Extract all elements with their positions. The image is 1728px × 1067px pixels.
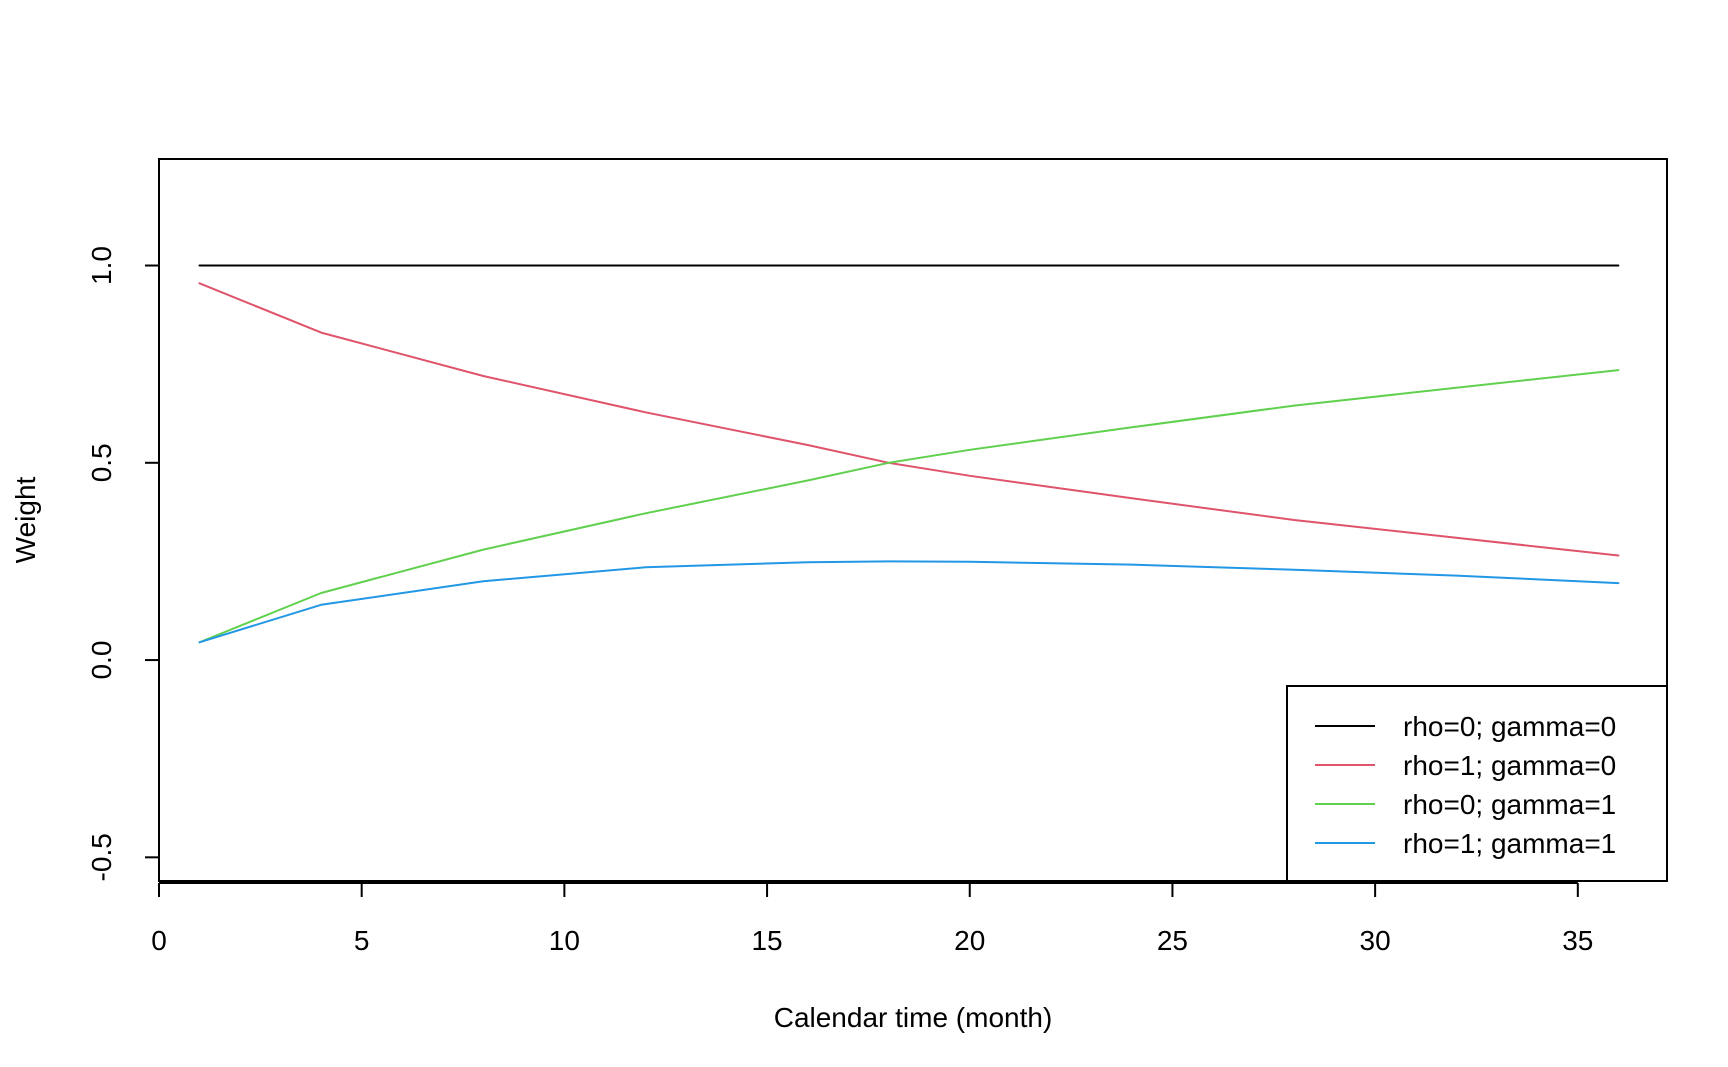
x-tick-label: 35 [1562, 925, 1593, 956]
x-tick-label: 15 [751, 925, 782, 956]
series-line-3 [198, 369, 1620, 644]
series-line-2 [198, 282, 1620, 557]
x-tick-label: 5 [354, 925, 370, 956]
x-tick-label: 20 [954, 925, 985, 956]
x-tick-label: 0 [151, 925, 167, 956]
y-axis-label: Weight [10, 476, 41, 563]
x-tick-label: 10 [549, 925, 580, 956]
legend-box [1286, 685, 1668, 882]
legend-label-3: rho=0; gamma=1 [1403, 789, 1616, 820]
legend-label-1: rho=0; gamma=0 [1403, 711, 1616, 742]
series-lines [198, 264, 1620, 644]
y-tick-label: 0.5 [86, 443, 117, 482]
y-tick-label: 1.0 [86, 246, 117, 285]
series-line-4 [198, 560, 1620, 644]
legend-label-4: rho=1; gamma=1 [1403, 828, 1616, 859]
x-tick-label: 30 [1360, 925, 1391, 956]
x-tick-label: 25 [1157, 925, 1188, 956]
x-axis: 0 5 10 15 20 25 30 35 [151, 882, 1593, 956]
y-tick-label: -0.5 [86, 833, 117, 881]
y-tick-label: 0.0 [86, 641, 117, 680]
x-axis-label: Calendar time (month) [774, 1002, 1053, 1033]
y-axis: -0.5 0.0 0.5 1.0 [86, 246, 160, 881]
legend: rho=0; gamma=0 rho=1; gamma=0 rho=0; gamma… [1286, 685, 1668, 882]
legend-label-2: rho=1; gamma=0 [1403, 750, 1616, 781]
